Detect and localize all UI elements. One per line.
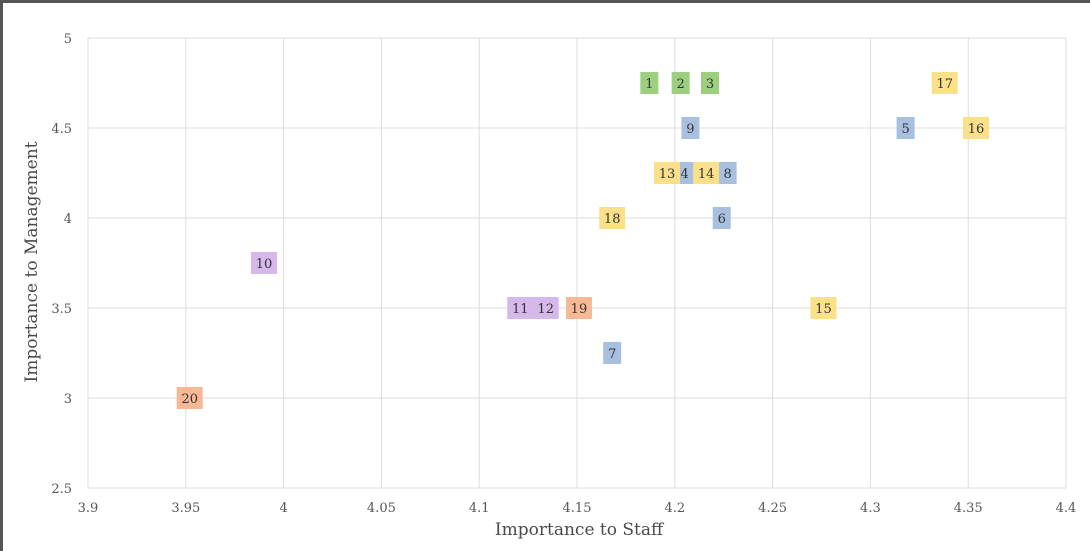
data-point: 5: [896, 117, 915, 139]
x-axis-ticks: 3.9 3.95 4 4.05 4.1 4.15 4.2 4.25 4.3 4.35 4.4: [78, 501, 1077, 516]
data-point-marker: [896, 117, 915, 139]
x-tick-label: 4.15: [563, 501, 592, 516]
data-point: 13: [653, 162, 680, 184]
data-point-label: 19: [571, 302, 588, 317]
x-tick-label: 4.05: [367, 501, 396, 516]
data-point-label: 3: [706, 77, 714, 92]
data-point: 14: [693, 162, 720, 184]
data-point-marker: [963, 117, 990, 139]
data-point: 7: [603, 342, 622, 364]
data-point-marker: [565, 297, 592, 319]
y-tick-label: 4: [64, 212, 72, 227]
data-point-label: 4: [680, 167, 688, 182]
x-tick-label: 3.95: [171, 501, 200, 516]
x-tick-label: 4: [279, 501, 287, 516]
data-point-marker: [671, 72, 690, 94]
data-point-label: 18: [604, 212, 621, 227]
y-tick-label: 2.5: [51, 482, 72, 497]
data-point-label: 15: [815, 302, 832, 317]
data-point-marker: [693, 162, 720, 184]
y-tick-label: 3.5: [51, 302, 72, 317]
data-point-label: 1: [645, 77, 653, 92]
data-point: 19: [565, 297, 592, 319]
data-point-label: 20: [181, 392, 198, 407]
data-point-marker: [653, 162, 680, 184]
x-tick-label: 4.3: [860, 501, 881, 516]
x-tick-label: 4.25: [758, 501, 787, 516]
data-point-label: 10: [256, 257, 273, 272]
data-point-label: 2: [677, 77, 685, 92]
data-point-label: 12: [537, 302, 554, 317]
data-point-label: 6: [718, 212, 726, 227]
data-point-label: 11: [512, 302, 529, 317]
data-point-label: 8: [723, 167, 731, 182]
data-point: 3: [701, 72, 720, 94]
y-tick-label: 3: [64, 392, 72, 407]
data-point-marker: [810, 297, 837, 319]
grid-lines: [87, 37, 1067, 489]
data-point-marker: [532, 297, 559, 319]
data-point: 18: [599, 207, 626, 229]
x-tick-label: 4.2: [664, 501, 685, 516]
data-point-marker: [931, 72, 958, 94]
x-axis-title: Importance to Staff: [495, 520, 665, 540]
data-point-marker: [251, 252, 278, 274]
data-point: 16: [963, 117, 990, 139]
data-point-label: 17: [936, 77, 953, 92]
y-axis-ticks: 2.5 3 3.5 4 4.5 5: [51, 32, 72, 497]
x-tick-label: 4.1: [469, 501, 490, 516]
data-point: 4: [675, 162, 694, 184]
data-point-marker: [712, 207, 731, 229]
data-point-label: 16: [968, 122, 985, 137]
data-point-marker: [681, 117, 700, 139]
data-point-marker: [675, 162, 694, 184]
data-point-label: 5: [901, 122, 909, 137]
data-point: 15: [810, 297, 837, 319]
data-point-marker: [701, 72, 720, 94]
data-point-marker: [603, 342, 622, 364]
data-point-marker: [507, 297, 534, 319]
data-point-marker: [718, 162, 737, 184]
data-point-label: 14: [698, 167, 715, 182]
y-tick-label: 5: [64, 32, 72, 47]
data-point-label: 9: [686, 122, 694, 137]
x-tick-label: 4.35: [954, 501, 983, 516]
data-point: 1: [640, 72, 659, 94]
data-point: 2: [671, 72, 690, 94]
data-point: 11: [507, 297, 534, 319]
data-point: 6: [712, 207, 731, 229]
data-point: 10: [251, 252, 278, 274]
data-point: 9: [681, 117, 700, 139]
data-point-marker: [599, 207, 626, 229]
data-point-marker: [176, 387, 203, 409]
data-point-label: 13: [659, 167, 676, 182]
y-axis-title: Importance to Management: [22, 141, 42, 382]
data-point-marker: [640, 72, 659, 94]
data-point: 8: [718, 162, 737, 184]
y-tick-label: 4.5: [51, 122, 72, 137]
x-tick-label: 3.9: [78, 501, 99, 516]
x-tick-label: 4.4: [1056, 501, 1077, 516]
data-point: 12: [532, 297, 559, 319]
data-point: 20: [176, 387, 203, 409]
data-point-label: 7: [608, 347, 616, 362]
data-point: 17: [931, 72, 958, 94]
